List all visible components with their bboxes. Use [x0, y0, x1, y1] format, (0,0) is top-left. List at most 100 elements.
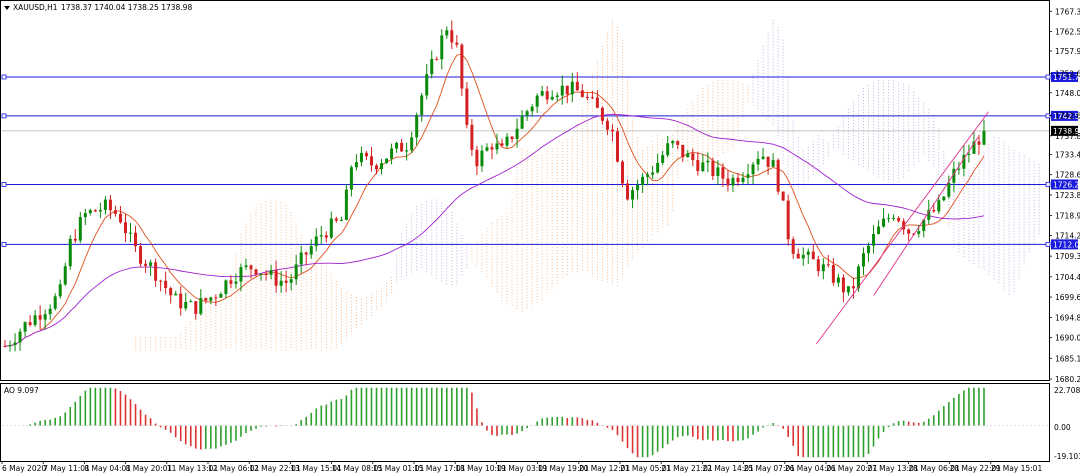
candle[interactable] [691, 148, 695, 166]
candle[interactable] [88, 208, 92, 216]
candle[interactable] [234, 273, 238, 289]
candle[interactable] [801, 247, 805, 266]
candle[interactable] [520, 110, 524, 130]
candle[interactable] [78, 212, 82, 244]
candle[interactable] [53, 293, 57, 311]
candle[interactable] [651, 165, 655, 180]
trendline-upper[interactable] [873, 136, 979, 296]
candle[interactable] [851, 277, 855, 299]
candle[interactable] [129, 222, 133, 243]
candle[interactable] [826, 254, 830, 268]
candle[interactable] [887, 213, 891, 223]
candle[interactable] [947, 175, 951, 199]
candle[interactable] [13, 333, 17, 352]
candle[interactable] [284, 270, 288, 293]
level-anchor-handle[interactable] [1, 182, 7, 187]
candle[interactable] [73, 229, 77, 244]
candle[interactable] [139, 242, 143, 268]
candle[interactable] [48, 304, 52, 320]
candle[interactable] [495, 133, 499, 155]
candle[interactable] [425, 64, 429, 100]
candle[interactable] [530, 104, 534, 117]
candle[interactable] [319, 225, 323, 245]
candle[interactable] [380, 158, 384, 175]
level-anchor-handle[interactable] [1, 113, 7, 119]
candle[interactable] [942, 196, 946, 202]
candle[interactable] [746, 163, 750, 185]
candle[interactable] [661, 150, 665, 166]
candle[interactable] [525, 109, 529, 121]
candle[interactable] [686, 150, 690, 158]
candle[interactable] [254, 268, 258, 277]
candle[interactable] [706, 152, 710, 173]
candle[interactable] [189, 299, 193, 303]
candle[interactable] [43, 309, 47, 330]
candle[interactable] [716, 160, 720, 186]
candle[interactable] [540, 85, 544, 97]
candle[interactable] [159, 279, 163, 292]
candle[interactable] [982, 119, 986, 146]
candle[interactable] [405, 142, 409, 161]
candle[interactable] [776, 158, 780, 195]
candle[interactable] [420, 92, 424, 122]
candle[interactable] [239, 263, 243, 292]
candle[interactable] [977, 134, 981, 156]
candle[interactable] [791, 236, 795, 259]
candle[interactable] [882, 208, 886, 228]
candle[interactable] [610, 124, 614, 142]
candle[interactable] [8, 340, 12, 352]
candle[interactable] [480, 145, 484, 172]
candle[interactable] [811, 244, 815, 260]
candle[interactable] [219, 292, 223, 298]
candle[interactable] [646, 171, 650, 186]
candle[interactable] [575, 72, 579, 91]
candle[interactable] [580, 83, 584, 98]
candle[interactable] [721, 163, 725, 187]
candle[interactable] [872, 225, 876, 254]
candle[interactable] [922, 218, 926, 238]
candle[interactable] [435, 56, 439, 61]
candle[interactable] [224, 279, 228, 299]
candle[interactable] [339, 216, 343, 221]
candle[interactable] [897, 216, 901, 223]
candle[interactable] [907, 228, 911, 241]
trendline-lower[interactable] [815, 111, 989, 345]
candle[interactable] [113, 205, 117, 217]
candle[interactable] [962, 145, 966, 177]
candle[interactable] [329, 211, 333, 240]
candle[interactable] [570, 72, 574, 103]
candle[interactable] [400, 138, 404, 152]
candle[interactable] [831, 257, 835, 286]
candle[interactable] [28, 315, 32, 327]
candle[interactable] [671, 140, 675, 149]
candle[interactable] [450, 20, 454, 50]
candle[interactable] [199, 289, 203, 316]
candle[interactable] [249, 264, 253, 279]
candle[interactable] [18, 328, 22, 351]
candle[interactable] [38, 305, 42, 330]
candle[interactable] [314, 228, 318, 252]
candle[interactable] [108, 195, 112, 220]
candle[interactable] [841, 274, 845, 303]
candle[interactable] [696, 151, 700, 176]
candle[interactable] [214, 294, 218, 307]
candle[interactable] [636, 179, 640, 200]
candle[interactable] [23, 321, 27, 337]
candle[interactable] [626, 180, 630, 201]
candle[interactable] [164, 271, 168, 295]
candle[interactable] [741, 172, 745, 185]
candle[interactable] [445, 26, 449, 39]
candle[interactable] [259, 273, 263, 281]
candle[interactable] [58, 279, 62, 299]
candle[interactable] [726, 170, 730, 192]
candle[interactable] [455, 35, 459, 48]
candle[interactable] [134, 225, 138, 253]
candle[interactable] [63, 262, 67, 286]
candle[interactable] [781, 191, 785, 201]
candle[interactable] [816, 255, 820, 277]
candle[interactable] [771, 153, 775, 167]
candle[interactable] [385, 158, 389, 164]
candle[interactable] [364, 150, 368, 160]
candle[interactable] [204, 297, 208, 304]
